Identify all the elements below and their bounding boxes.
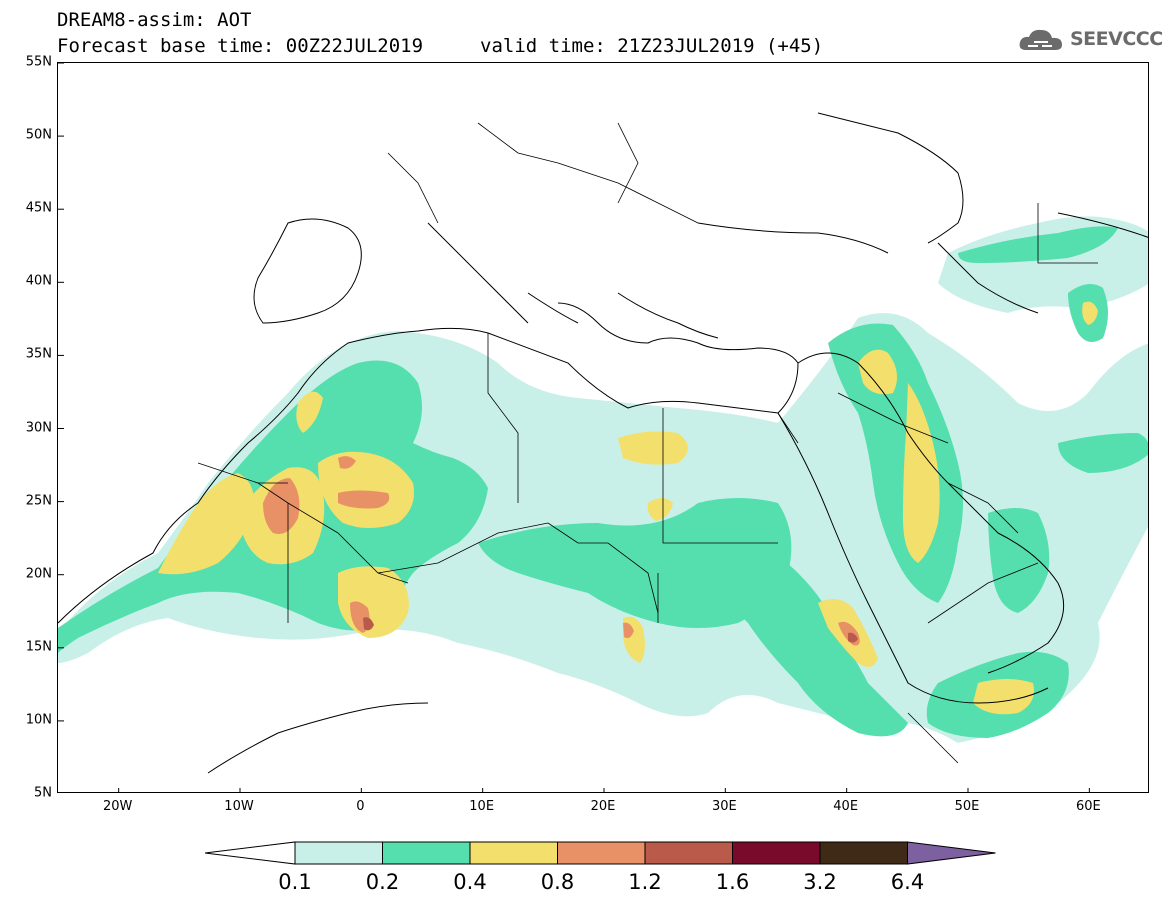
lon-label: 30E (711, 799, 737, 814)
forecast-base-time: Forecast base time: 00Z22JUL2019 (57, 35, 424, 57)
aot-band-1.2 (363, 617, 858, 643)
colorbar-label: 1.2 (628, 870, 662, 894)
aot-map (58, 63, 1148, 792)
coastlines (58, 112, 1148, 774)
lat-label: 5N (34, 785, 52, 801)
colorbar-cell (819, 841, 908, 865)
logo-text: SEEVCCC (1070, 28, 1163, 50)
colorbar-cell (469, 841, 558, 865)
lon-label: 20E (590, 799, 616, 814)
map-title: DREAM8-assim: AOT (57, 9, 252, 31)
borders (197, 122, 1098, 764)
lat-label: 30N (25, 420, 52, 435)
colorbar-high-arrow (907, 841, 996, 865)
lat-label: 40N (25, 273, 52, 289)
colorbar-label: 3.2 (803, 870, 837, 894)
lat-label: 50N (25, 127, 52, 143)
lon-label: 20W (102, 799, 133, 814)
colorbar-label: 0.1 (278, 870, 312, 894)
colorbar-label: 0.2 (365, 870, 400, 894)
lon-label: 60E (1075, 799, 1101, 814)
lon-label: 10W (224, 799, 254, 814)
lat-ticks (58, 63, 64, 722)
lat-label: 45N (25, 200, 52, 216)
lon-label: 40E (833, 799, 859, 814)
lon-label: 0 (356, 799, 365, 814)
colorbar-label: 6.4 (890, 870, 925, 894)
valid-time: valid time: 21Z23JUL2019 (+45) (480, 35, 824, 57)
lon-label: 10E (469, 799, 495, 814)
cloud-icon (1019, 29, 1062, 50)
lat-label: 10N (25, 712, 52, 728)
colorbar-cell (732, 841, 821, 865)
colorbar-cell (557, 841, 646, 865)
colorbar-cell (644, 841, 733, 865)
lat-label: 35N (25, 346, 52, 362)
lon-label: 50E (954, 799, 980, 814)
lat-label: 25N (25, 493, 52, 509)
map-panel (57, 62, 1149, 793)
lat-label: 20N (25, 566, 52, 582)
lat-label: 15N (25, 639, 52, 655)
lon-ticks (118, 788, 1090, 792)
colorbar (205, 841, 996, 865)
colorbar-label: 0.4 (453, 870, 487, 894)
colorbar-low-arrow (205, 841, 296, 865)
colorbar-label: 0.8 (540, 870, 575, 894)
colorbar-cell (382, 841, 471, 865)
lat-label: 55N (25, 54, 52, 70)
colorbar-label: 1.6 (715, 870, 750, 894)
seevccc-logo: SEEVCCC (1018, 26, 1163, 56)
colorbar-cell (294, 841, 383, 865)
